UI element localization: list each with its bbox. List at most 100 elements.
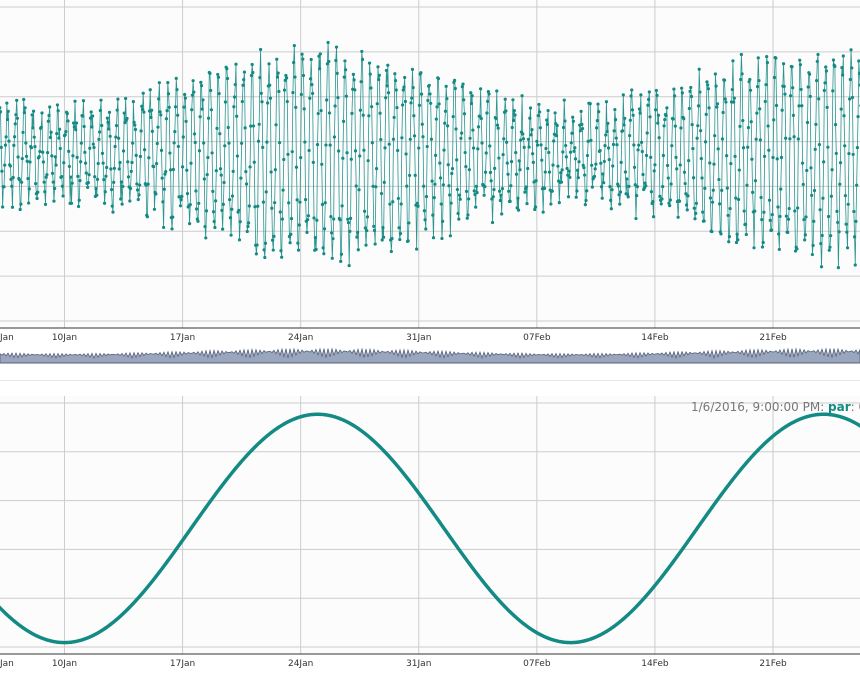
noisy-series-point bbox=[483, 170, 488, 174]
noisy-series-point bbox=[441, 183, 445, 187]
noisy-series-point bbox=[74, 121, 79, 125]
noisy-series-point bbox=[238, 220, 242, 224]
noisy-series-point bbox=[758, 138, 762, 142]
noisy-series-point bbox=[344, 68, 348, 72]
noisy-series-point bbox=[260, 100, 264, 104]
noisy-series-point bbox=[70, 181, 74, 185]
noisy-series-point bbox=[356, 248, 360, 252]
noisy-series-point bbox=[370, 141, 374, 145]
noisy-series-point bbox=[372, 228, 377, 233]
noisy-series-point bbox=[804, 215, 808, 219]
noisy-series-point bbox=[726, 213, 730, 218]
noisy-series-point bbox=[695, 136, 699, 140]
noisy-series-point bbox=[516, 196, 520, 200]
noisy-series-point bbox=[772, 75, 777, 80]
noisy-series-point bbox=[113, 144, 117, 149]
noisy-series-point bbox=[258, 76, 262, 80]
noisy-series-point bbox=[760, 218, 764, 222]
noisy-series-point bbox=[233, 82, 237, 87]
noisy-series-point bbox=[821, 196, 825, 200]
noisy-series-point bbox=[228, 216, 232, 220]
noisy-series-point bbox=[296, 248, 301, 252]
noisy-series-point bbox=[75, 155, 79, 159]
noisy-series-point bbox=[346, 217, 350, 221]
noisy-series-chart[interactable]: 10Jan 17Jan 24Jan 31Jan 07Feb 14Feb 21Feb Jan bbox=[0, 0, 860, 343]
noisy-series-point bbox=[576, 176, 580, 180]
noisy-series-point bbox=[358, 154, 362, 158]
noisy-series-point bbox=[829, 234, 833, 238]
noisy-series-point bbox=[87, 173, 91, 177]
par-series-chart[interactable]: 10Jan 17Jan 24Jan 31Jan 07Feb 14Feb 21Feb Jan 1… bbox=[0, 396, 860, 669]
noisy-series-point bbox=[351, 72, 355, 77]
noisy-series-point bbox=[664, 113, 668, 118]
noisy-series-point bbox=[661, 153, 665, 158]
noisy-series-point bbox=[514, 151, 518, 155]
noisy-series-point bbox=[107, 127, 111, 131]
noisy-series-point bbox=[334, 58, 338, 63]
range-selector[interactable] bbox=[0, 344, 860, 364]
noisy-series-point bbox=[490, 220, 495, 225]
noisy-series-point bbox=[372, 224, 376, 228]
noisy-series-point bbox=[573, 157, 578, 161]
noisy-series-point bbox=[128, 199, 132, 203]
noisy-series-point bbox=[575, 189, 579, 193]
noisy-series-point bbox=[730, 87, 734, 92]
noisy-series-point bbox=[273, 168, 277, 172]
bottom-plot-background bbox=[0, 396, 860, 654]
noisy-series-point bbox=[380, 238, 384, 242]
noisy-series-point bbox=[668, 203, 672, 208]
noisy-series-point bbox=[67, 164, 71, 169]
noisy-series-point bbox=[249, 124, 253, 128]
noisy-series-point bbox=[408, 173, 412, 178]
noisy-series-point bbox=[597, 110, 601, 114]
noisy-series-point bbox=[686, 194, 690, 198]
noisy-series-point bbox=[318, 52, 322, 56]
noisy-series-point bbox=[665, 163, 670, 168]
noisy-series-point bbox=[836, 266, 840, 270]
noisy-series-point bbox=[93, 175, 97, 179]
noisy-series-point bbox=[62, 161, 66, 165]
noisy-series-point bbox=[374, 167, 379, 171]
noisy-series-point bbox=[424, 194, 429, 199]
noisy-series-point bbox=[173, 130, 177, 134]
noisy-series-point bbox=[815, 59, 819, 64]
noisy-series-point bbox=[472, 189, 476, 193]
noisy-series-point bbox=[689, 85, 693, 90]
noisy-series-point bbox=[667, 201, 671, 205]
noisy-series-point bbox=[249, 73, 254, 78]
noisy-series-point bbox=[390, 236, 394, 241]
noisy-series-point bbox=[216, 72, 220, 77]
noisy-series-point bbox=[190, 93, 195, 97]
noisy-series-point bbox=[846, 202, 850, 206]
noisy-series-point bbox=[674, 155, 678, 159]
noisy-series-point bbox=[848, 77, 852, 82]
noisy-series-point bbox=[475, 191, 479, 195]
noisy-series-point bbox=[474, 184, 478, 188]
noisy-series-point bbox=[309, 57, 313, 62]
noisy-series-point bbox=[492, 187, 496, 192]
noisy-series-point bbox=[454, 127, 458, 131]
noisy-series-point bbox=[81, 99, 86, 103]
noisy-series-point bbox=[214, 169, 218, 173]
noisy-series-point bbox=[617, 193, 621, 197]
noisy-series-point bbox=[0, 169, 4, 173]
noisy-series-point bbox=[644, 153, 649, 158]
noisy-series-point bbox=[52, 199, 56, 203]
noisy-series-point bbox=[445, 124, 450, 128]
noisy-series-point bbox=[294, 105, 298, 109]
noisy-series-point bbox=[516, 208, 521, 212]
noisy-series-point bbox=[708, 161, 712, 165]
noisy-series-point bbox=[724, 100, 728, 104]
noisy-series-point bbox=[198, 115, 202, 119]
noisy-series-point bbox=[702, 219, 706, 223]
noisy-series-point bbox=[722, 78, 727, 82]
noisy-series-point bbox=[417, 146, 421, 150]
noisy-series-point bbox=[230, 207, 234, 211]
noisy-series-point bbox=[583, 173, 587, 177]
noisy-series-point bbox=[275, 57, 279, 61]
noisy-series-point bbox=[420, 122, 424, 126]
noisy-series-point bbox=[680, 91, 684, 95]
noisy-series-point bbox=[424, 227, 428, 231]
noisy-series-point bbox=[190, 108, 194, 112]
noisy-series-point bbox=[464, 165, 468, 169]
